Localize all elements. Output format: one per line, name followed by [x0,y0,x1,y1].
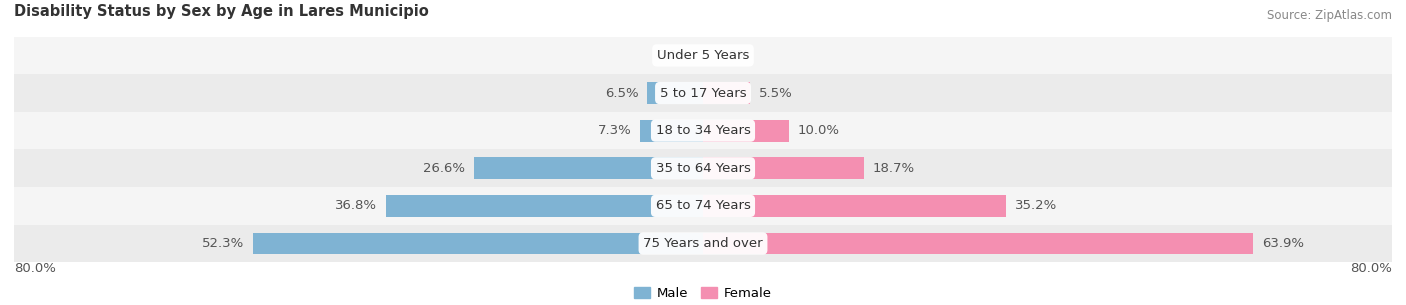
Text: 26.6%: 26.6% [423,162,465,175]
Text: 80.0%: 80.0% [1350,262,1392,275]
Bar [640,120,703,142]
Bar [703,195,1007,217]
Bar [14,225,1392,262]
Text: 6.5%: 6.5% [605,87,638,99]
Text: 35 to 64 Years: 35 to 64 Years [655,162,751,175]
Bar [703,82,751,104]
Text: 5 to 17 Years: 5 to 17 Years [659,87,747,99]
Text: 7.3%: 7.3% [598,124,631,137]
Text: 65 to 74 Years: 65 to 74 Years [655,199,751,212]
Text: 10.0%: 10.0% [797,124,839,137]
Bar [14,187,1392,225]
Bar [14,149,1392,187]
Text: Under 5 Years: Under 5 Years [657,49,749,62]
Bar [703,233,1253,254]
Text: 0.0%: 0.0% [716,49,749,62]
Text: 35.2%: 35.2% [1015,199,1057,212]
Text: 5.5%: 5.5% [759,87,793,99]
Text: 0.0%: 0.0% [657,49,690,62]
Text: 75 Years and over: 75 Years and over [643,237,763,250]
Bar [703,120,789,142]
Text: 52.3%: 52.3% [201,237,245,250]
Bar [14,112,1392,149]
Text: Disability Status by Sex by Age in Lares Municipio: Disability Status by Sex by Age in Lares… [14,4,429,19]
Bar [703,157,865,179]
Legend: Male, Female: Male, Female [628,282,778,305]
Bar [387,195,703,217]
Bar [474,157,703,179]
Text: 63.9%: 63.9% [1263,237,1303,250]
Bar [647,82,703,104]
Text: 80.0%: 80.0% [14,262,56,275]
Text: Source: ZipAtlas.com: Source: ZipAtlas.com [1267,9,1392,22]
Bar [14,37,1392,74]
Bar [14,74,1392,112]
Bar [253,233,703,254]
Text: 36.8%: 36.8% [336,199,377,212]
Text: 18 to 34 Years: 18 to 34 Years [655,124,751,137]
Text: 18.7%: 18.7% [873,162,915,175]
